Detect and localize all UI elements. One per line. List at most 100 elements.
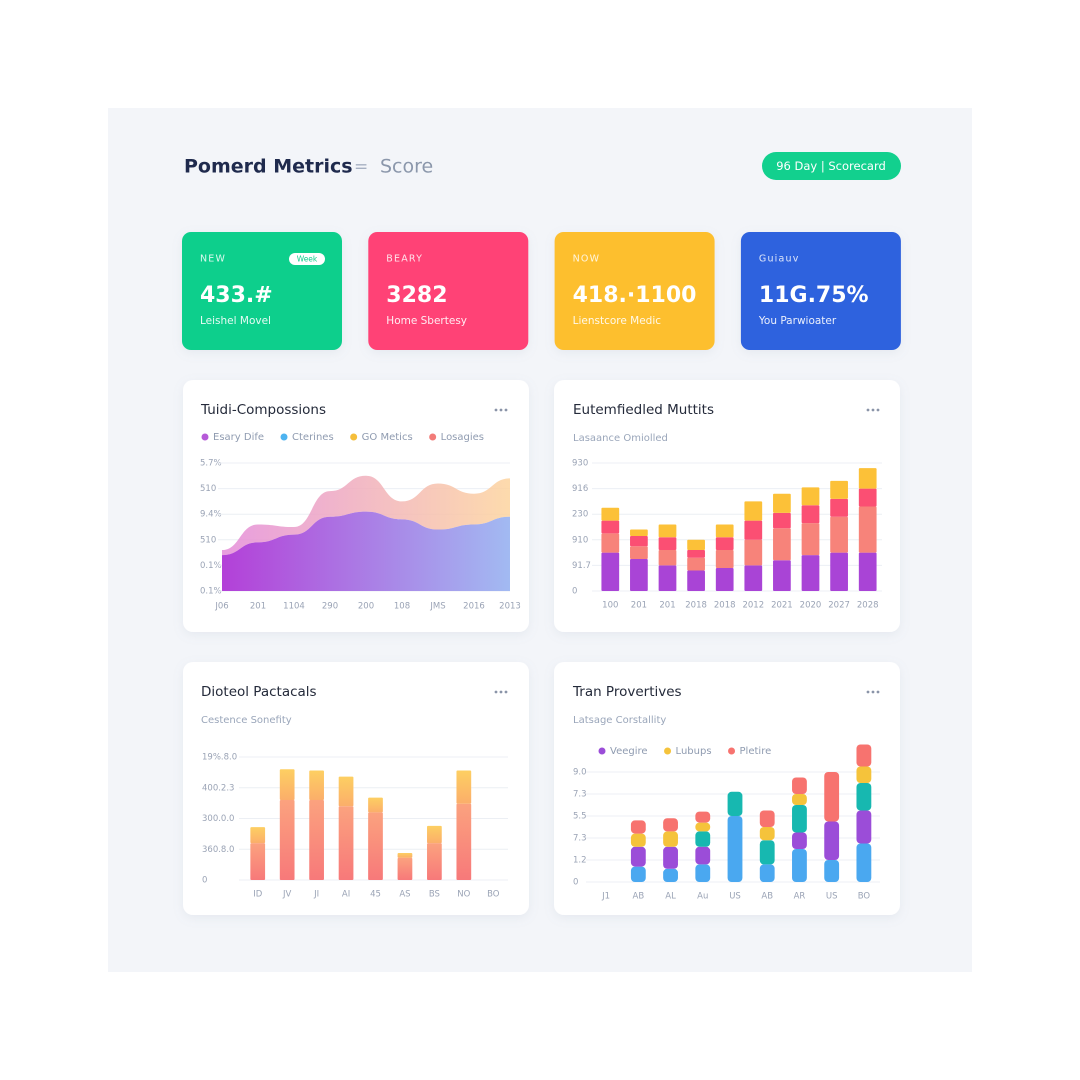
y-tick-label: 910 xyxy=(572,535,588,545)
legend-dot xyxy=(728,747,736,755)
bar-segment xyxy=(601,552,620,591)
legend-label: Veegire xyxy=(610,746,648,757)
bar-segment xyxy=(695,822,711,832)
bar-segment xyxy=(858,468,877,489)
legend-label: Lubups xyxy=(676,746,712,757)
kpi-value: 418.·1100 xyxy=(573,283,697,308)
x-tick-label: 100 xyxy=(602,601,618,611)
x-tick-label: BO xyxy=(858,892,871,902)
x-tick-label: 201 xyxy=(250,602,266,612)
x-tick-label: BO xyxy=(487,890,500,900)
bar-segment xyxy=(759,810,775,827)
legend-dot xyxy=(201,433,209,441)
bar-segment xyxy=(792,849,807,882)
kpi-value: 11G.75% xyxy=(759,283,869,308)
y-tick-label: 930 xyxy=(572,459,588,469)
bar-segment xyxy=(830,516,848,553)
bar-segment xyxy=(773,512,791,529)
y-tick-label: 0.1% xyxy=(200,561,222,571)
x-tick-label: JMS xyxy=(429,602,445,612)
x-tick-label: BS xyxy=(429,890,440,900)
x-tick-label: NO xyxy=(457,890,470,900)
bar-segment xyxy=(856,843,872,882)
x-tick-label: AR xyxy=(794,892,806,902)
bar-segment xyxy=(801,487,820,506)
bar-segment xyxy=(687,550,705,558)
bar-segment xyxy=(630,546,648,559)
bar-segment xyxy=(830,480,848,499)
bar-segment xyxy=(759,827,775,841)
bar-segment xyxy=(715,567,734,591)
bar-segment xyxy=(658,524,677,538)
y-tick-label: 230 xyxy=(572,510,588,520)
panel-subtitle: Lasaance Omiolled xyxy=(573,433,668,444)
bar-segment xyxy=(630,846,646,867)
bar-segment xyxy=(695,864,711,882)
bar-segment xyxy=(338,806,354,880)
bar-segment xyxy=(663,846,678,869)
x-tick-label: J1 xyxy=(601,892,610,902)
bar-segment xyxy=(715,524,734,538)
bar-segment xyxy=(856,744,872,767)
kpi-label: BEARY xyxy=(386,254,423,265)
header-badge-text[interactable]: 96 Day | Scorecard xyxy=(776,159,886,173)
bar-segment xyxy=(456,770,472,804)
bar-segment xyxy=(773,493,791,513)
bar-segment xyxy=(801,523,820,556)
x-tick-label: 2018 xyxy=(714,601,736,611)
kpi-value: 433.# xyxy=(200,283,273,308)
x-tick-label: J06 xyxy=(214,602,228,612)
y-tick-label: 1.2 xyxy=(573,856,587,866)
bar-segment xyxy=(658,537,677,551)
bar-segment xyxy=(687,557,705,571)
panel xyxy=(183,662,529,915)
bar-segment xyxy=(279,800,295,880)
kpi-caption: Lienstcore Medic xyxy=(573,315,662,327)
legend-label: Pletire xyxy=(740,746,772,757)
bar-segment xyxy=(687,539,705,551)
menu-icons[interactable] xyxy=(494,408,880,694)
kpi-badge-text: Week xyxy=(297,255,318,264)
kpi-caption: Leishel Movel xyxy=(200,315,271,327)
bar-segment xyxy=(601,507,620,521)
bar-segment xyxy=(687,570,705,591)
x-tick-label: 290 xyxy=(322,602,338,612)
bar-segment xyxy=(630,559,648,591)
y-tick-label: 7.3 xyxy=(573,834,587,844)
bar-segment xyxy=(663,831,678,847)
kpi-card xyxy=(368,232,529,350)
y-tick-label: 5.5 xyxy=(573,812,587,822)
bar-segment xyxy=(801,505,820,524)
bar-segment xyxy=(744,520,763,540)
legend-dot xyxy=(664,747,672,755)
y-tick-label: 0 xyxy=(202,876,207,886)
bar-segment xyxy=(695,831,711,847)
kpi-label: NOW xyxy=(573,254,601,265)
kpi-label: Guiauv xyxy=(759,254,800,265)
y-tick-label: 7.3 xyxy=(573,790,587,800)
legend-label: Cterines xyxy=(292,432,334,443)
bar-segment xyxy=(856,766,872,783)
panel-title: Tuidi-Compossions xyxy=(200,402,326,418)
bar-segment xyxy=(792,805,807,833)
kpi-card xyxy=(740,232,901,350)
bar-segment xyxy=(250,827,266,844)
bar-segment xyxy=(830,552,848,591)
bar-segment xyxy=(630,529,648,536)
kpi-badge xyxy=(289,253,325,265)
y-tick-label: 0 xyxy=(573,878,578,888)
y-tick-label: 0 xyxy=(572,587,577,597)
x-tick-label: AS xyxy=(399,890,410,900)
x-tick-label: JI xyxy=(313,890,319,900)
y-tick-label: 300.0.0 xyxy=(202,814,234,824)
legend-dot xyxy=(280,433,288,441)
y-tick-label: 5.7% xyxy=(200,459,222,469)
bar-segment xyxy=(309,800,324,880)
y-tick-label: 19%.8.0 xyxy=(202,753,237,763)
bar-segment xyxy=(456,803,472,880)
bar-segment xyxy=(830,498,848,517)
header-badge[interactable] xyxy=(762,152,901,180)
bar-segment xyxy=(715,550,734,568)
bar-segment xyxy=(309,770,324,801)
x-tick-label: AB xyxy=(633,892,645,902)
